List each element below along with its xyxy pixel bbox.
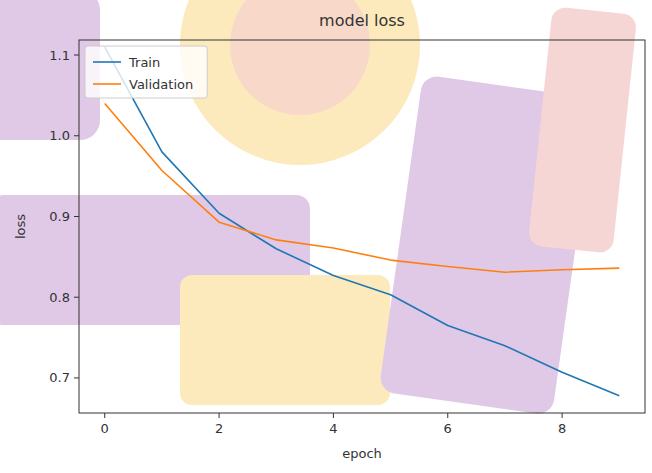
- x-tick: [219, 413, 220, 418]
- y-tick: [74, 377, 79, 378]
- legend: Train Validation: [85, 46, 207, 98]
- x-tick: [562, 413, 563, 418]
- x-tick-label: 4: [329, 421, 337, 436]
- plot-lines: [105, 47, 620, 396]
- x-tick: [104, 413, 105, 418]
- x-tick: [333, 413, 334, 418]
- legend-box: [85, 46, 207, 98]
- series-line: [105, 47, 620, 396]
- y-tick-label: 0.7: [49, 370, 70, 385]
- legend-label: Train: [128, 55, 160, 70]
- title: model loss: [319, 11, 405, 30]
- deco-circle: [180, 0, 420, 165]
- y-tick-label: 1.0: [49, 128, 70, 143]
- y-tick-label: 1.1: [49, 48, 70, 63]
- chart: model loss 0 2 4 6 8 0.7 0.8 0.9 1.0 1.1 epoch loss T…: [0, 0, 652, 473]
- y-axis-label: loss: [13, 214, 28, 239]
- y-tick-label: 0.8: [49, 290, 70, 305]
- x-tick-label: 8: [558, 421, 566, 436]
- series-line: [105, 103, 620, 272]
- decoration: [0, 0, 637, 416]
- y-tick: [74, 55, 79, 56]
- x-tick-label: 0: [101, 421, 109, 436]
- y-tick: [74, 297, 79, 298]
- legend-swatch: [93, 61, 121, 63]
- x-axis-label: epoch: [342, 446, 382, 461]
- deco-rect: [528, 6, 638, 254]
- y-tick: [74, 216, 79, 217]
- y-tick: [74, 135, 79, 136]
- x-tick-label: 2: [215, 421, 223, 436]
- plot-frame: [79, 40, 645, 413]
- legend-swatch: [93, 83, 121, 85]
- y-tick-label: 0.9: [49, 209, 70, 224]
- x-tick: [447, 413, 448, 418]
- deco-rect: [180, 275, 390, 405]
- legend-label: Validation: [129, 77, 193, 92]
- chart-root: model loss 0 2 4 6 8 0.7 0.8 0.9 1.0 1.1 epoch loss T…: [0, 0, 652, 473]
- x-tick-label: 6: [444, 421, 452, 436]
